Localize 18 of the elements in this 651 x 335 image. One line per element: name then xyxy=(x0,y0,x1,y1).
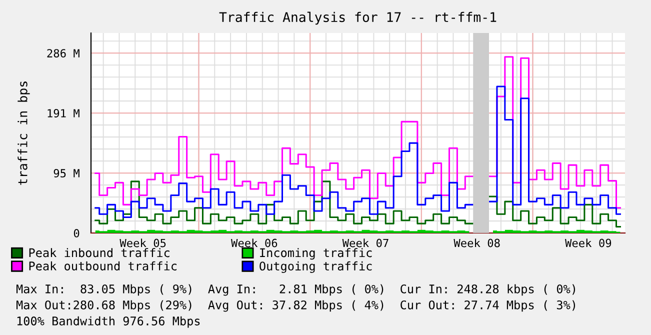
x-tick-label: Week 08 xyxy=(454,238,500,248)
legend-label: Peak inbound traffic xyxy=(29,248,170,258)
y-tick-label: 95 M xyxy=(54,169,80,178)
x-tick-label: Week 07 xyxy=(342,238,388,248)
y-tick-label: 286 M xyxy=(47,49,80,58)
y-axis-title: traffic in bps xyxy=(18,82,30,185)
legend-label: Outgoing traffic xyxy=(260,261,372,273)
x-tick-label: Week 06 xyxy=(231,238,278,248)
legend-label: Peak outbound traffic xyxy=(29,261,177,270)
x-tick-label: Week 09 xyxy=(565,238,612,248)
text: Max In: 83.05 Mbps ( 9%) Avg In: 2.81 Mbps ( 0%) Cur In: 248.28 kbps ( 0%) xyxy=(16,284,576,296)
y-tick-label: 191 M xyxy=(48,109,80,118)
legend-label: Incoming traffic xyxy=(260,248,372,260)
y-tick-label: 0 xyxy=(74,229,80,238)
x-tick-label: Week 05 xyxy=(120,238,166,248)
text: 100% Bandwidth 976.56 Mbps xyxy=(17,316,200,328)
chart-title: Traffic Analysis for 17 -- rt-ffm-1 xyxy=(219,12,496,25)
text: Max Out:280.68 Mbps (29%) Avg Out: 37.82 Mbps ( 4%) Cur Out: 27.74 Mbps ( 3%) xyxy=(16,300,576,312)
